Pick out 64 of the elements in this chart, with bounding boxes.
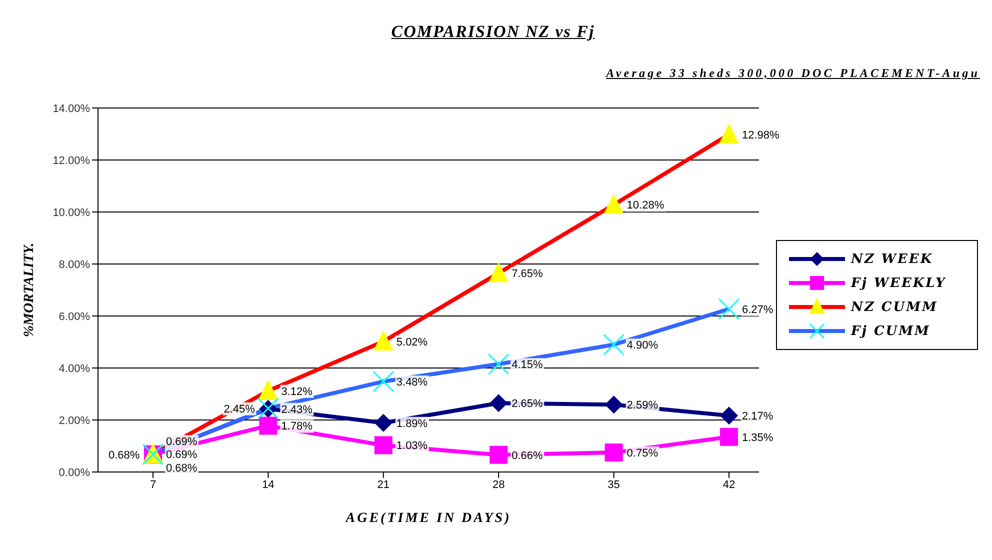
data-label: 3.12%	[281, 386, 313, 398]
x-tick-label: 42	[722, 478, 736, 491]
data-label: 2.45%	[224, 403, 256, 416]
legend-label: NZ CUMM	[851, 300, 938, 314]
data-label: 6.27%	[742, 304, 774, 316]
point	[373, 330, 394, 350]
point	[259, 416, 278, 435]
point	[374, 414, 392, 432]
y-tick-label: 8.00%	[58, 258, 90, 271]
point	[374, 436, 392, 454]
data-label: 4.15%	[512, 359, 544, 372]
point	[718, 298, 740, 320]
data-label: 0.66%	[512, 450, 544, 462]
data-label: 1.03%	[396, 440, 428, 452]
data-label: 1.35%	[742, 432, 774, 444]
y-tick-label: 6.00%	[58, 310, 90, 323]
point	[604, 396, 623, 414]
point	[720, 428, 738, 446]
legend-label: Fj CUMM	[851, 324, 930, 338]
x-tick-label: 14	[262, 478, 274, 491]
point	[604, 444, 623, 462]
x-tick-label: 28	[492, 478, 505, 491]
y-tick-label: 14.00%	[52, 102, 90, 115]
data-label: 5.02%	[396, 336, 428, 348]
data-label: 0.68%	[108, 449, 140, 462]
data-label: 2.65%	[512, 398, 544, 410]
data-label: 0.75%	[626, 448, 658, 460]
point	[372, 370, 394, 392]
text: Average 33 sheds 300,000 DOC PLACEMENT-Augu	[606, 66, 980, 80]
point	[720, 406, 738, 425]
y-tick-label: 10.00%	[52, 206, 90, 219]
data-label: 2.59%	[626, 400, 658, 412]
data-label: 1.89%	[396, 418, 428, 430]
point	[603, 334, 625, 356]
data-label: 3.48%	[396, 376, 428, 389]
y-axis-title: %MORTALITY.	[22, 242, 37, 338]
point	[604, 194, 624, 214]
point	[488, 262, 509, 282]
point	[719, 124, 739, 144]
legend-label: Fj WEEKLY	[851, 276, 946, 290]
x-tick-label: 7	[150, 478, 156, 491]
y-tick-label: 4.00%	[58, 362, 90, 375]
y-tick-label: 2.00%	[58, 414, 90, 427]
data-label: 0.69%	[166, 449, 198, 462]
x-axis-title: AGE(TIME IN DAYS)	[344, 511, 512, 526]
y-tick-label: 12.00%	[52, 154, 90, 167]
point	[258, 380, 278, 400]
data-label: 2.43%	[281, 404, 313, 416]
data-label: 12.98%	[742, 130, 780, 142]
data-label: 2.17%	[742, 410, 774, 423]
y-tick-label: 0.00%	[58, 466, 90, 479]
point	[490, 394, 508, 412]
data-label: 1.78%	[281, 420, 313, 433]
data-label: 10.28%	[626, 200, 664, 212]
data-label: 0.68%	[166, 462, 198, 474]
x-tick-label: 21	[377, 478, 390, 491]
data-label: 4.90%	[626, 340, 658, 352]
data-label: 7.65%	[512, 268, 544, 280]
point	[490, 446, 508, 464]
point	[488, 353, 510, 375]
x-tick-label: 35	[608, 478, 620, 491]
data-label: 0.69%	[166, 436, 198, 448]
chart-title: COMPARISION NZ vs Fj	[391, 22, 595, 41]
legend-label: NZ WEEK	[851, 252, 934, 266]
